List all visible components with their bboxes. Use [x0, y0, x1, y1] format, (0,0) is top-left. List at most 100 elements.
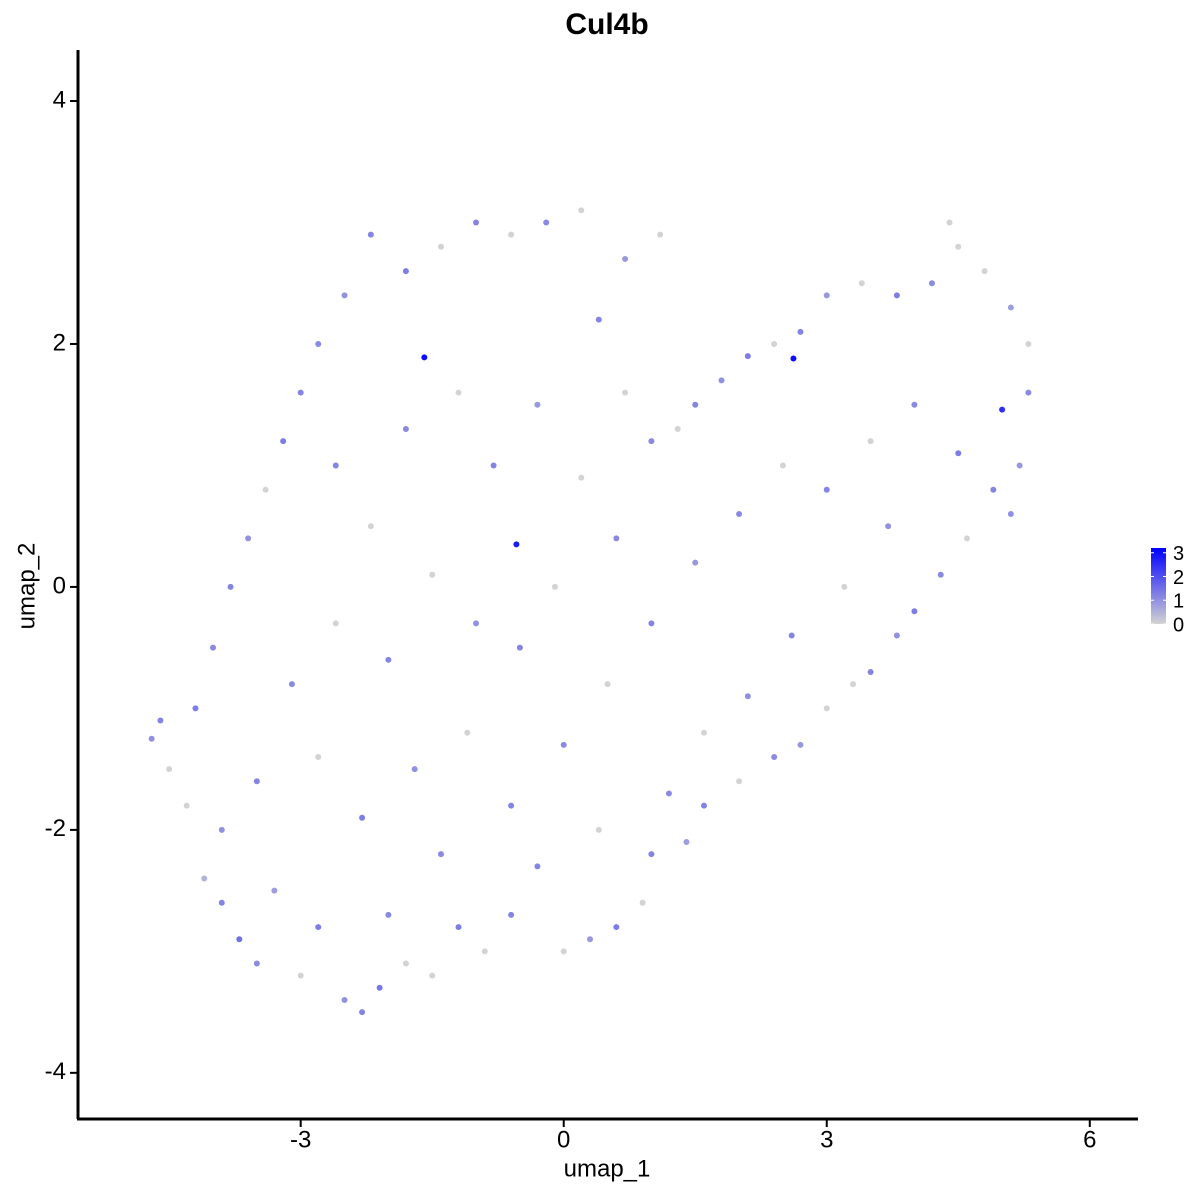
point — [578, 207, 585, 214]
point — [245, 535, 252, 542]
point — [771, 753, 778, 760]
point — [771, 340, 778, 347]
point — [297, 389, 304, 396]
y-tick-label: 2 — [53, 329, 66, 356]
chart-title: Cul4b — [565, 8, 648, 41]
point — [595, 316, 602, 323]
point — [429, 972, 436, 979]
point — [1007, 304, 1014, 311]
point — [513, 541, 520, 548]
point — [648, 851, 655, 858]
point — [437, 243, 444, 250]
point — [604, 681, 611, 688]
point — [437, 851, 444, 858]
point — [429, 571, 436, 578]
point — [937, 571, 944, 578]
point — [999, 406, 1006, 413]
point — [315, 340, 322, 347]
point — [341, 292, 348, 299]
point — [253, 778, 260, 785]
point — [534, 863, 541, 870]
point — [402, 268, 409, 275]
point — [911, 608, 918, 615]
point — [797, 328, 804, 335]
point — [402, 426, 409, 433]
point — [385, 911, 392, 918]
x-tick-label: 3 — [820, 1126, 833, 1153]
y-tick-label: 0 — [53, 572, 66, 599]
point — [788, 632, 795, 639]
x-axis-label: umap_1 — [564, 1155, 651, 1182]
point — [183, 802, 190, 809]
point — [236, 936, 243, 943]
x-tick-label: 0 — [557, 1126, 570, 1153]
point — [253, 960, 260, 967]
point — [455, 924, 462, 931]
point — [218, 826, 225, 833]
point — [508, 911, 515, 918]
point — [911, 401, 918, 408]
point — [823, 705, 830, 712]
point — [157, 717, 164, 724]
point — [955, 450, 962, 457]
point — [990, 486, 997, 493]
point — [1025, 389, 1032, 396]
point — [858, 280, 865, 287]
point — [1016, 462, 1023, 469]
point — [192, 705, 199, 712]
point — [201, 875, 208, 882]
point — [1007, 511, 1014, 518]
y-tick-label: 4 — [53, 86, 66, 113]
point — [928, 280, 935, 287]
point — [332, 620, 339, 627]
point — [790, 355, 797, 362]
point — [402, 960, 409, 967]
point — [508, 231, 515, 238]
point — [692, 559, 699, 566]
point — [639, 899, 646, 906]
point — [964, 535, 971, 542]
point — [867, 438, 874, 445]
colorbar-label: 3 — [1173, 543, 1184, 565]
point — [411, 766, 418, 773]
point — [893, 632, 900, 639]
point — [701, 729, 708, 736]
point — [543, 219, 550, 226]
point — [516, 644, 523, 651]
point — [893, 292, 900, 299]
point — [280, 438, 287, 445]
point — [297, 972, 304, 979]
point — [718, 377, 725, 384]
colorbar-label: 1 — [1173, 591, 1184, 613]
point — [867, 668, 874, 675]
colorbar-label: 0 — [1173, 614, 1184, 636]
colorbar — [1151, 548, 1166, 624]
x-tick-label: 6 — [1083, 1126, 1096, 1153]
point — [464, 729, 471, 736]
point — [613, 535, 620, 542]
x-tick-label: -3 — [290, 1126, 311, 1153]
colorbar-label: 2 — [1173, 567, 1184, 589]
point — [823, 486, 830, 493]
point — [850, 681, 857, 688]
point — [744, 693, 751, 700]
point — [473, 219, 480, 226]
point — [508, 802, 515, 809]
point — [359, 814, 366, 821]
point — [841, 583, 848, 590]
point — [744, 353, 751, 360]
point — [421, 354, 428, 361]
point — [551, 583, 558, 590]
point — [595, 826, 602, 833]
point — [885, 523, 892, 530]
point — [981, 268, 988, 275]
point — [946, 219, 953, 226]
point — [736, 511, 743, 518]
point — [657, 231, 664, 238]
point — [534, 401, 541, 408]
point — [262, 486, 269, 493]
point — [779, 462, 786, 469]
point — [622, 255, 629, 262]
